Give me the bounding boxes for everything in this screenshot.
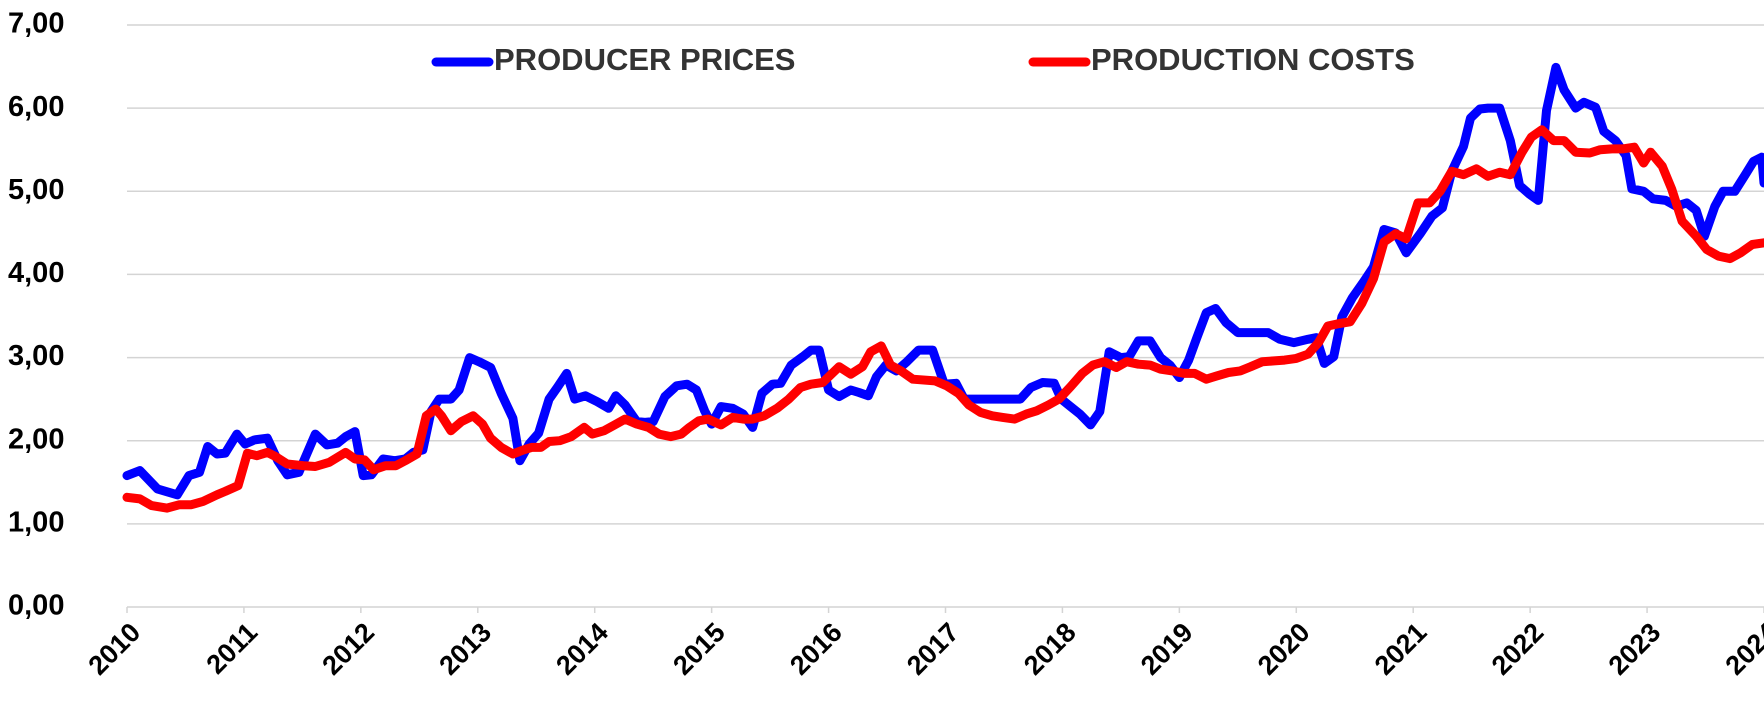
y-tick-label: 5,00: [8, 174, 64, 206]
y-tick-label: 1,00: [8, 507, 64, 539]
x-tick-label: 2015: [667, 617, 731, 681]
x-tick-label: 2013: [433, 617, 497, 681]
y-tick-label: 3,00: [8, 340, 64, 372]
legend-label: PRODUCER PRICES: [494, 42, 795, 77]
line-series: [122, 62, 1764, 500]
y-tick-label: 6,00: [8, 91, 64, 123]
x-tick-label: 2012: [316, 617, 380, 681]
x-tick-label: 2019: [1135, 617, 1199, 681]
x-tick-label: 2023: [1603, 617, 1667, 681]
y-tick-label: 2,00: [8, 423, 64, 455]
line-series: [122, 125, 1764, 513]
y-tick-label: 7,00: [8, 8, 64, 40]
x-tick-label: 2010: [83, 617, 147, 681]
y-tick-label: 0,00: [8, 590, 64, 622]
x-tick-label: 2017: [901, 617, 965, 681]
x-tick-label: 2024: [1720, 617, 1764, 681]
legend-label: PRODUCTION COSTS: [1091, 42, 1415, 77]
y-tick-label: 4,00: [8, 257, 64, 289]
x-tick-label: 2021: [1369, 617, 1433, 681]
x-tick-label: 2011: [201, 617, 264, 680]
x-tick-label: 2020: [1252, 617, 1316, 681]
x-tick-label: 2022: [1486, 617, 1550, 681]
x-tick-label: 2018: [1018, 617, 1082, 681]
x-tick-label: 2016: [784, 617, 848, 681]
x-tick-label: 2014: [550, 617, 614, 681]
